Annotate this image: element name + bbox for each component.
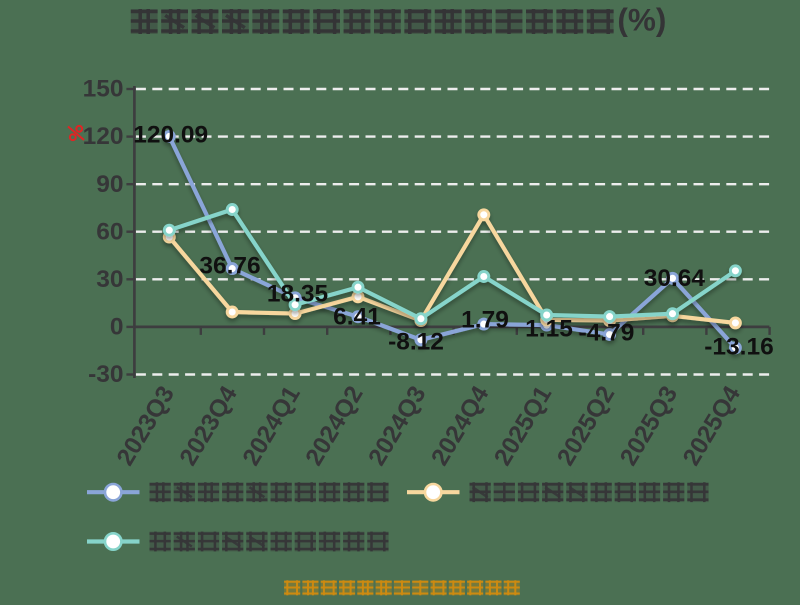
svg-text:60: 60 bbox=[96, 218, 123, 245]
svg-text:(%): (%) bbox=[617, 2, 666, 38]
svg-text:120.09: 120.09 bbox=[133, 122, 208, 149]
svg-text:18.35: 18.35 bbox=[267, 280, 328, 307]
svg-text:-8.12: -8.12 bbox=[388, 329, 444, 356]
svg-text:-4.79: -4.79 bbox=[579, 320, 635, 347]
svg-text:120: 120 bbox=[83, 123, 124, 150]
svg-text:36.76: 36.76 bbox=[199, 252, 260, 279]
svg-text:30: 30 bbox=[96, 266, 123, 293]
svg-text:-13.16: -13.16 bbox=[704, 333, 773, 360]
svg-text:150: 150 bbox=[83, 76, 124, 103]
svg-text:30.64: 30.64 bbox=[644, 265, 706, 292]
svg-text:90: 90 bbox=[96, 171, 123, 198]
svg-text:0: 0 bbox=[110, 314, 124, 341]
svg-text:1.15: 1.15 bbox=[525, 316, 573, 343]
svg-text:1.79: 1.79 bbox=[461, 307, 509, 334]
svg-text:-30: -30 bbox=[88, 361, 123, 388]
svg-text:6.41: 6.41 bbox=[333, 303, 381, 330]
